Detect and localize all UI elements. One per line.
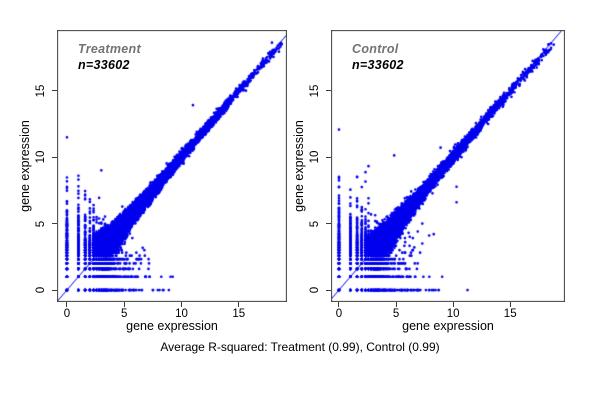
y-tick-mark bbox=[52, 156, 57, 158]
x-tick-mark bbox=[238, 302, 240, 307]
x-tick-mark bbox=[509, 302, 511, 307]
x-tick-label: 0 bbox=[63, 308, 71, 320]
y-tick-label: 0 bbox=[35, 286, 47, 294]
y-tick-label: 5 bbox=[309, 220, 321, 227]
y-tick-mark bbox=[52, 223, 57, 225]
panel-n-label-control: n=33602 bbox=[352, 58, 404, 72]
x-tick-mark bbox=[181, 302, 182, 307]
x-tick-label: 5 bbox=[121, 308, 128, 320]
y-tick-mark bbox=[52, 90, 57, 92]
x-tick-label: 0 bbox=[335, 308, 343, 320]
x-tick-label: 10 bbox=[175, 308, 188, 320]
panel-title-treatment: Treatment bbox=[78, 42, 141, 56]
x-tick-mark bbox=[66, 302, 68, 307]
y-tick-label: 10 bbox=[35, 150, 47, 164]
y-tick-label: 15 bbox=[309, 84, 321, 97]
x-tick-label: 5 bbox=[392, 308, 400, 320]
y-tick-mark bbox=[326, 223, 331, 225]
treatment-scatter-canvas bbox=[57, 30, 287, 302]
y-tick-label: 15 bbox=[35, 84, 47, 97]
x-axis-label-treatment: gene expression bbox=[126, 319, 218, 333]
y-tick-mark bbox=[326, 289, 331, 291]
x-tick-mark bbox=[338, 302, 340, 307]
x-tick-label: 15 bbox=[503, 308, 517, 320]
x-tick-label: 15 bbox=[232, 308, 246, 320]
control-scatter-canvas bbox=[331, 30, 565, 302]
panel-n-label-treatment: n=33602 bbox=[78, 58, 130, 72]
x-tick-mark bbox=[123, 302, 125, 307]
x-tick-mark bbox=[452, 302, 454, 307]
y-tick-label: 0 bbox=[309, 286, 321, 294]
x-tick-mark bbox=[395, 302, 397, 307]
y-tick-label: 10 bbox=[309, 150, 321, 164]
y-tick-mark bbox=[52, 289, 57, 291]
x-tick-label: 10 bbox=[446, 308, 460, 320]
y-axis-label-treatment: gene expression bbox=[18, 120, 32, 212]
y-tick-label: 5 bbox=[35, 220, 47, 227]
y-tick-mark bbox=[326, 156, 331, 158]
y-axis-label-control: gene expression bbox=[292, 120, 306, 212]
panel-title-control: Control bbox=[352, 42, 399, 56]
y-tick-mark bbox=[326, 90, 331, 92]
x-axis-label-control: gene expression bbox=[402, 319, 494, 333]
figure-caption: Average R-squared: Treatment (0.99), Con… bbox=[160, 340, 440, 354]
